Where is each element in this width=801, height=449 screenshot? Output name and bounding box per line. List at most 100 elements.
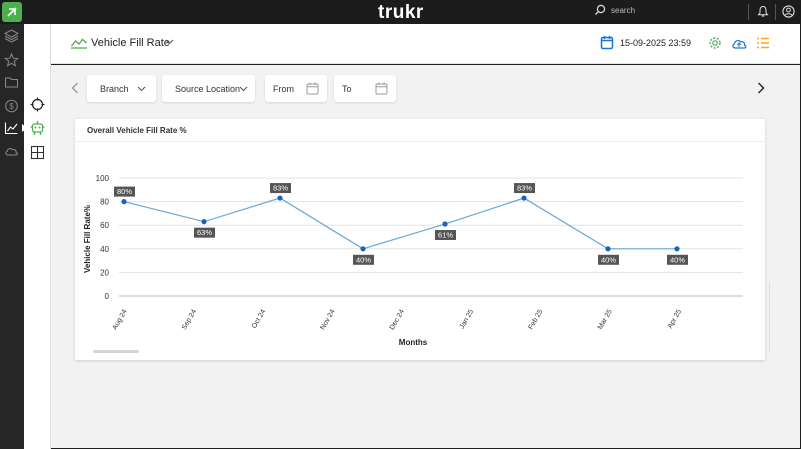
data-label: 40% [598, 254, 619, 265]
data-label: 40% [353, 254, 374, 265]
data-label-text: 83% [273, 184, 288, 193]
analytics-icon[interactable] [4, 121, 19, 135]
cloud-upload-icon[interactable] [731, 37, 747, 50]
to-label: To [342, 84, 352, 94]
data-label: 80% [114, 186, 135, 197]
chevron-right-icon[interactable] [757, 82, 765, 94]
y-tick-label: 80 [100, 198, 109, 207]
chart-line-icon [70, 38, 87, 49]
branch-dropdown[interactable]: Branch [87, 75, 156, 102]
top-bar: trukr search [0, 0, 801, 24]
search-icon [595, 4, 606, 15]
user-icon[interactable] [782, 5, 795, 18]
data-label: 63% [194, 227, 215, 238]
star-icon[interactable] [4, 53, 19, 67]
data-label-text: 40% [670, 255, 685, 264]
calendar-icon[interactable] [306, 82, 319, 95]
y-tick-label: 60 [100, 221, 109, 230]
data-label-bg [353, 254, 374, 265]
list-icon[interactable] [756, 36, 770, 50]
calendar-icon[interactable] [375, 82, 388, 95]
divider [75, 141, 765, 142]
line-chart: 0 20 40 60 80 100 Aug 24 Sep 24 Oct 24 Nov 24 Dec … [83, 174, 743, 347]
x-tick-label: Apr 25 [667, 308, 683, 329]
data-label-text: 40% [356, 255, 371, 264]
data-point [521, 195, 527, 201]
data-label: 83% [270, 183, 291, 194]
search-input[interactable]: search [611, 5, 636, 15]
y-tick-label: 0 [105, 292, 110, 301]
page-title[interactable]: Vehicle Fill Rate [91, 37, 170, 49]
search-box[interactable]: search [594, 4, 635, 16]
data-label-text: 40% [601, 255, 616, 264]
series-line [123, 197, 677, 250]
primary-sidebar: $ [0, 24, 24, 449]
chevron-down-icon [239, 86, 248, 92]
layers-icon[interactable] [4, 29, 19, 43]
cloud-icon[interactable] [4, 144, 19, 158]
bell-icon[interactable] [757, 5, 769, 18]
y-tick-label: 100 [96, 174, 110, 183]
brand-logo: trukr [378, 2, 424, 23]
gear-icon[interactable] [708, 36, 722, 50]
x-tick-label: Feb 25 [528, 308, 545, 330]
chart-title: Overall Vehicle Fill Rate % [87, 126, 187, 135]
data-label-bg [114, 186, 135, 197]
data-label-bg [194, 227, 215, 238]
data-label-bg [667, 254, 688, 265]
chevron-down-icon [137, 86, 146, 92]
data-label: 61% [435, 230, 456, 241]
x-tick-label: Nov 24 [319, 308, 336, 331]
chart-card: Overall Vehicle Fill Rate % 0 20 40 60 80 100… [75, 119, 765, 360]
data-label: 83% [514, 183, 535, 194]
data-label-text: 80% [117, 187, 132, 196]
source-location-label: Source Location [175, 84, 241, 94]
svg-text:$: $ [9, 102, 14, 111]
data-label-text: 63% [197, 228, 212, 237]
data-point [121, 199, 127, 205]
calendar-icon[interactable] [600, 35, 614, 50]
data-point [442, 221, 448, 227]
data-point [201, 219, 207, 225]
data-label-bg [598, 254, 619, 265]
data-label-text: 61% [438, 231, 453, 240]
data-point [605, 246, 611, 252]
data-point [674, 246, 680, 252]
y-tick-label: 20 [100, 268, 109, 277]
data-label-bg [270, 183, 291, 194]
x-axis-title: Months [399, 338, 428, 347]
chevron-down-icon[interactable] [165, 39, 174, 45]
from-date-field[interactable]: From [265, 75, 327, 102]
source-location-dropdown[interactable]: Source Location [162, 75, 255, 102]
folder-icon[interactable] [4, 75, 19, 89]
x-tick-label: Oct 24 [251, 308, 267, 329]
x-tick-label: Aug 24 [112, 308, 129, 331]
to-date-field[interactable]: To [334, 75, 396, 102]
horizontal-scrollbar[interactable] [93, 350, 139, 353]
y-tick-label: 40 [100, 245, 109, 254]
page-header: Vehicle Fill Rate 15-09-2025 23:59 [51, 24, 800, 64]
secondary-sidebar [24, 24, 51, 449]
app-logo-icon[interactable] [2, 2, 22, 22]
vertical-scrollbar[interactable] [769, 283, 770, 353]
main-content: Branch Source Location From To Overall V… [51, 65, 800, 448]
data-label-bg [435, 230, 456, 241]
data-point [360, 246, 366, 252]
y-axis-title: Vehicle Fill Rate% [83, 205, 92, 273]
dollar-icon[interactable]: $ [4, 99, 19, 113]
x-tick-label: Jan 25 [459, 308, 476, 330]
data-label: 40% [667, 254, 688, 265]
divider [748, 4, 749, 20]
data-label-text: 83% [517, 184, 532, 193]
robot-icon[interactable] [30, 120, 45, 136]
branch-label: Branch [100, 84, 129, 94]
data-point [277, 195, 283, 201]
x-tick-label: Mar 25 [597, 308, 614, 330]
x-tick-label: Dec 24 [389, 308, 406, 331]
crosshair-icon[interactable] [30, 97, 45, 112]
divider [775, 4, 776, 20]
from-label: From [273, 84, 294, 94]
data-label-bg [514, 183, 535, 194]
dashboard-icon[interactable] [30, 145, 45, 160]
chevron-left-icon[interactable] [71, 82, 79, 94]
